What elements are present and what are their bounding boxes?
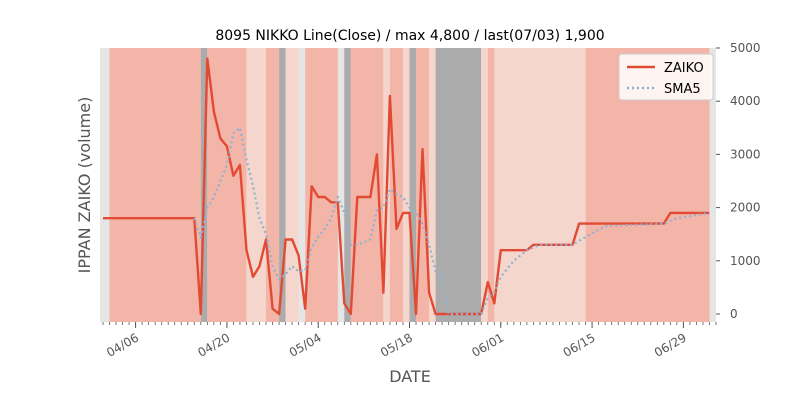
background-band-light xyxy=(481,48,488,322)
x-tick-label: 05/04 xyxy=(287,330,324,359)
series-lines xyxy=(103,57,710,316)
background-band-gray xyxy=(279,48,286,322)
x-tick-label: 05/18 xyxy=(378,330,415,359)
background-band-light xyxy=(429,48,436,322)
background-band-mid xyxy=(207,48,247,322)
y-tick-label: 4000 xyxy=(730,94,761,108)
background-band-mid xyxy=(109,48,201,322)
background-band-gray xyxy=(344,48,351,322)
x-tick-label: 04/20 xyxy=(195,330,232,359)
y-axis-ticks: 0 1000 2000 3000 4000 5000 xyxy=(716,41,761,321)
y-tick-label: 0 xyxy=(730,307,738,321)
background-band-gray xyxy=(409,48,416,322)
series-line-zaiko xyxy=(103,57,710,316)
background-band-mid xyxy=(305,48,338,322)
background-band-mid xyxy=(487,48,495,322)
legend-sma5-label: SMA5 xyxy=(664,82,701,97)
background-band-light xyxy=(494,48,586,322)
y-tick-label: 3000 xyxy=(730,147,761,161)
y-tick-label: 2000 xyxy=(730,201,761,215)
chart-title: 8095 NIKKO Line(Close) / max 4,800 / las… xyxy=(215,28,604,44)
legend-zaiko-label: ZAIKO xyxy=(664,61,704,76)
background-band-mid xyxy=(266,48,279,322)
x-tick-label: 06/29 xyxy=(652,330,689,359)
x-tick-label: 04/06 xyxy=(104,330,141,359)
background-band-gray xyxy=(435,48,482,322)
x-tick-label: 06/01 xyxy=(469,330,506,359)
y-tick-label: 5000 xyxy=(730,41,761,55)
background-band-light xyxy=(285,48,299,322)
background-band-mid xyxy=(389,48,403,322)
y-axis-label: IPPAN ZAIKO (volume) xyxy=(75,97,94,274)
background-band-light xyxy=(403,48,410,322)
x-axis-ticks: 04/06 04/20 05/04 05/18 06/01 06/15 06/29 xyxy=(102,322,717,360)
legend: ZAIKO SMA5 xyxy=(618,53,714,101)
y-tick-label: 1000 xyxy=(730,254,761,268)
x-tick-label: 06/15 xyxy=(561,330,598,359)
x-axis-label: DATE xyxy=(389,367,431,386)
background-band-light xyxy=(246,48,267,322)
